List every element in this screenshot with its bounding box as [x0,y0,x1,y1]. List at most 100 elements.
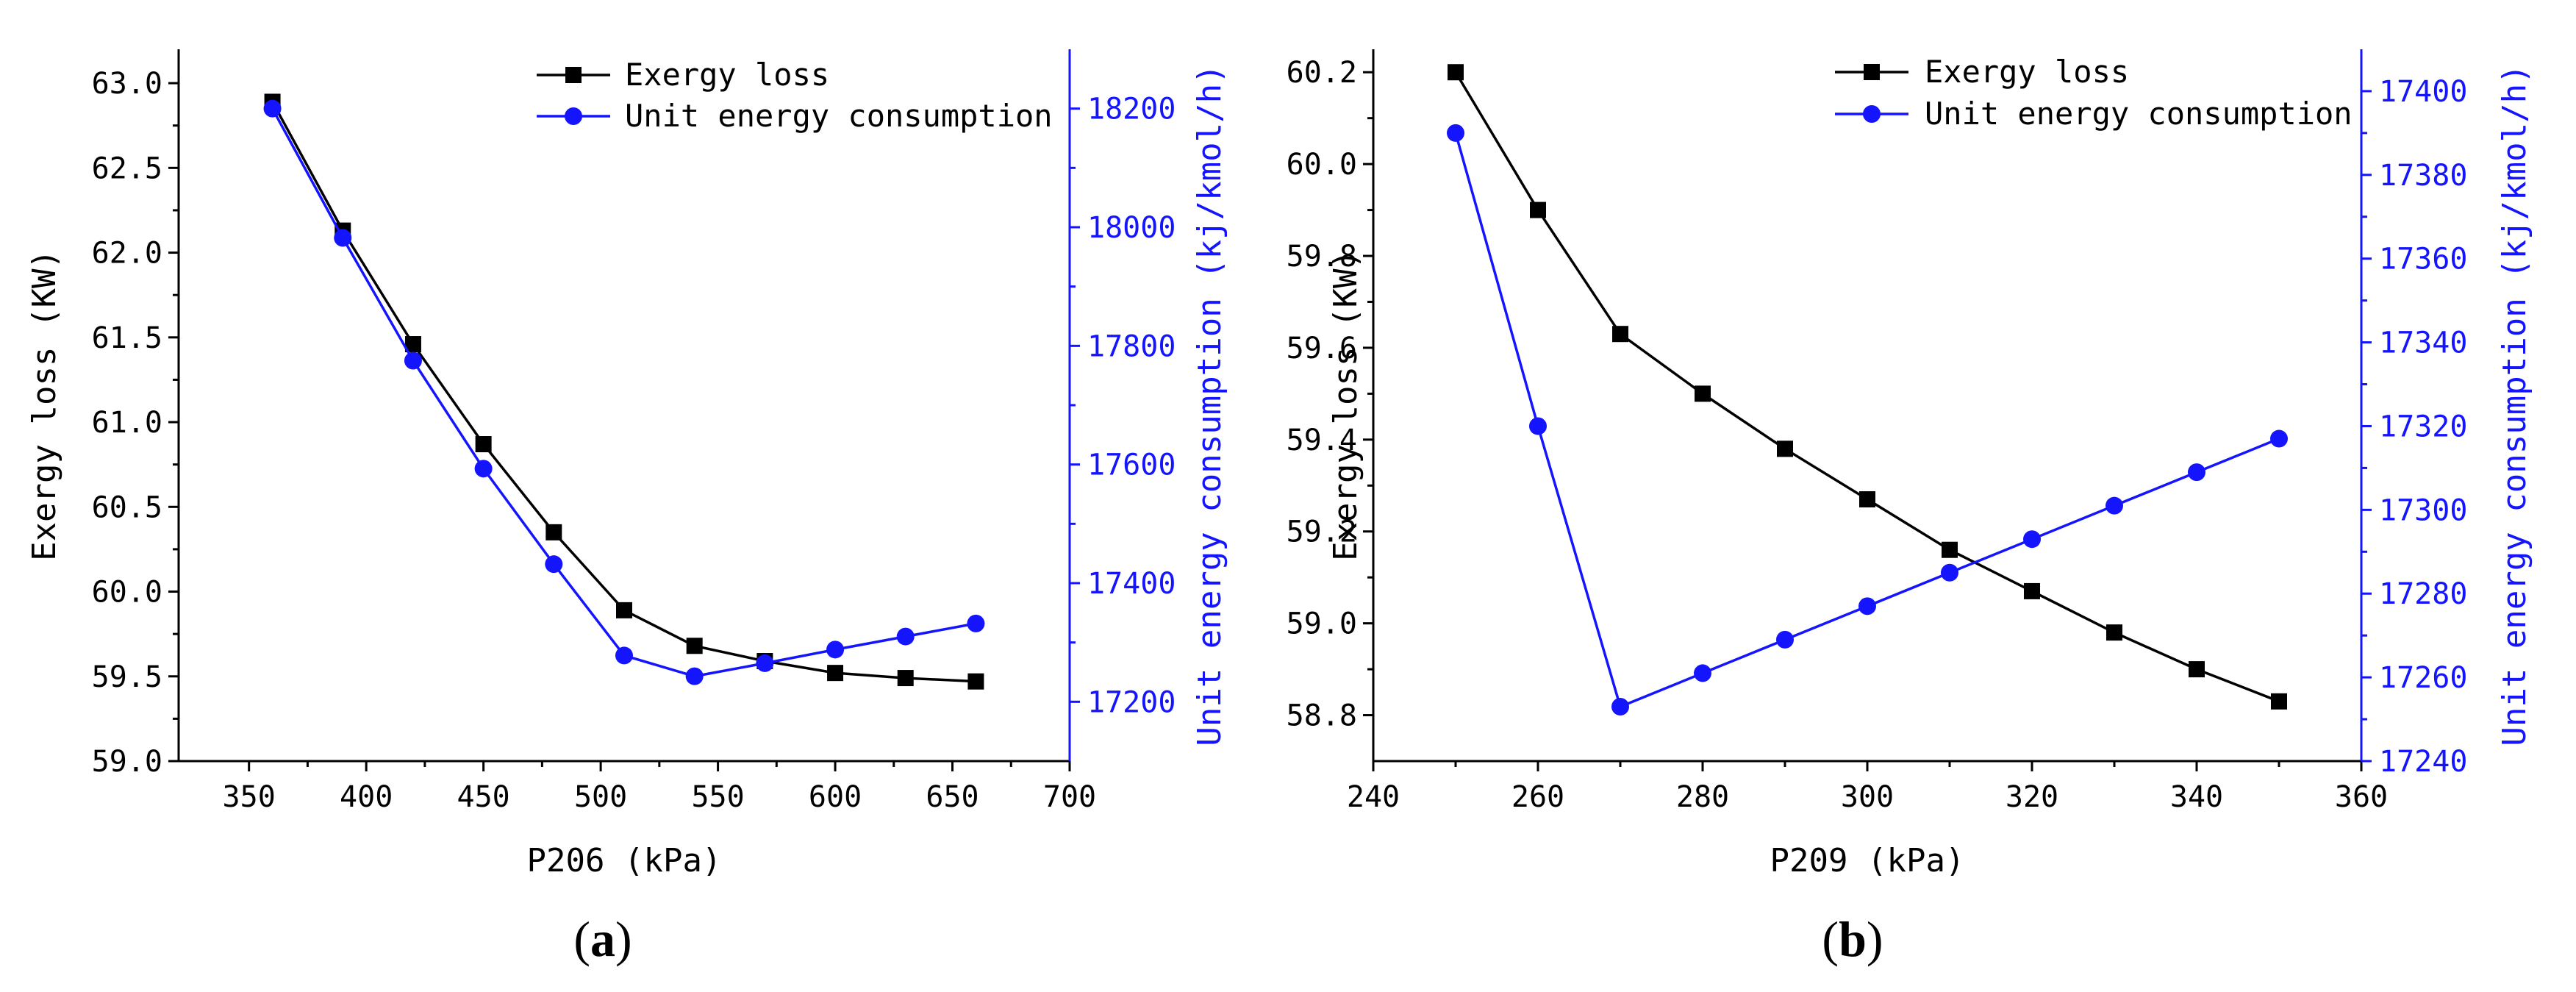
y2-tick-label: 17320 [2379,410,2467,443]
data-point-unit-energy-consumption [1529,417,1547,435]
x-tick-label: 650 [926,780,978,814]
y2-tick-label: 17340 [2379,326,2467,360]
legend-label: Unit energy consumption [1925,96,2353,132]
series-line-unit-energy-consumption [1454,132,2280,709]
y2-tick-label: 17300 [2379,493,2467,527]
y-axis-title: Exergy loss (KW) [26,249,63,561]
data-point-exergy-loss [1448,64,1464,81]
y-tick-label: 60.0 [1287,148,1357,182]
series-line-exergy-loss [271,101,976,683]
y2-tick-label: 17200 [1087,685,1176,719]
data-point-exergy-loss [897,670,914,687]
x-tick-label: 700 [1043,780,1096,814]
y2-tick-label: 17360 [2379,243,2467,276]
y-tick-label: 59.0 [92,745,162,779]
y-tick-label: 62.5 [92,151,162,185]
y2-tick-label: 17400 [1087,567,1176,601]
data-point-exergy-loss [2271,693,2287,710]
y-tick-label: 59.5 [92,660,162,694]
panel-label: (a) [573,911,632,967]
data-point-unit-energy-consumption [1611,697,1629,716]
y-tick-label: 59.0 [1287,607,1357,641]
x-tick-label: 600 [809,780,862,814]
y2-tick-label: 17280 [2379,577,2467,611]
y-tick-label: 60.0 [92,576,162,610]
data-point-exergy-loss [475,436,492,453]
y2-tick-label: 17800 [1087,329,1176,363]
x-tick-label: 360 [2335,780,2388,814]
y-tick-label: 61.5 [92,321,162,355]
y-axis-title: Exergy loss (KW) [1327,249,1364,561]
x-tick-label: 300 [1841,780,1894,814]
data-point-exergy-loss [686,638,703,654]
data-point-unit-energy-consumption [404,352,422,370]
data-point-unit-energy-consumption [615,646,633,665]
legend-marker-square [1864,64,1880,80]
x-axis-title: P206 (kPa) [527,842,722,879]
legend-marker-circle [1863,105,1881,123]
x-tick-label: 350 [223,780,276,814]
y2-tick-label: 17240 [2379,745,2467,779]
legend: Exergy loss Unit energy consumption [537,57,1053,134]
data-point-exergy-loss [1530,201,1546,218]
data-point-exergy-loss [1695,385,1711,402]
y-tick-label: 58.8 [1287,699,1357,733]
data-point-unit-energy-consumption [545,555,563,574]
data-point-exergy-loss [545,524,562,540]
legend: Exergy loss Unit energy consumption [1835,54,2353,132]
data-point-unit-energy-consumption [896,627,915,646]
y2-axis-title: Unit energy consumption (kj/kmol/h) [2496,64,2533,746]
data-point-unit-energy-consumption [2105,496,2123,515]
x-tick-label: 340 [2170,780,2223,814]
data-point-exergy-loss [1942,541,1958,558]
x-tick-label: 400 [340,780,393,814]
x-tick-label: 450 [457,780,510,814]
panel-label: (b) [1822,911,1883,967]
data-point-unit-energy-consumption [2023,530,2041,549]
y2-tick-label: 18000 [1087,211,1176,245]
x-tick-label: 240 [1347,780,1400,814]
data-point-unit-energy-consumption [1447,124,1464,142]
data-point-unit-energy-consumption [474,460,493,478]
data-point-exergy-loss [1777,440,1793,457]
y2-tick-label: 17600 [1087,449,1176,482]
x-tick-label: 550 [691,780,744,814]
y2-tick-label: 18200 [1087,93,1176,126]
legend-marker-square [565,67,582,83]
x-tick-label: 500 [574,780,627,814]
data-point-exergy-loss [2024,582,2040,599]
data-point-unit-energy-consumption [2270,429,2288,448]
data-point-exergy-loss [616,602,632,618]
y-tick-label: 61.0 [92,406,162,440]
y2-tick-label: 17400 [2379,75,2467,109]
y2-tick-label: 17260 [2379,661,2467,695]
legend-label: Exergy loss [625,57,829,93]
chart-panel-a: 350 400 450 500 550 600 650 700 59.0 59.5 60.0 60.5… [26,49,1228,967]
data-point-exergy-loss [1612,326,1628,343]
x-axis-title: P209 (kPa) [1770,842,1965,879]
y-tick-label: 59.8 [1287,240,1357,274]
data-point-exergy-loss [967,673,984,690]
data-point-exergy-loss [404,336,421,353]
y2-axis-title: Unit energy consumption (kj/kmol/h) [1191,64,1228,746]
y-tick-label: 63.0 [92,67,162,101]
y-tick-label: 62.0 [92,237,162,271]
data-point-unit-energy-consumption [756,654,774,672]
data-point-exergy-loss [2189,661,2205,678]
y2-tick-label: 17380 [2379,159,2467,193]
data-point-unit-energy-consumption [334,229,352,247]
y-tick-label: 60.2 [1287,56,1357,90]
data-point-unit-energy-consumption [1776,630,1794,649]
data-point-unit-energy-consumption [1694,664,1711,682]
data-point-unit-energy-consumption [685,667,704,685]
data-point-exergy-loss [2106,624,2122,641]
y-tick-label: 59.4 [1287,424,1357,457]
data-point-exergy-loss [827,665,844,682]
series-line-unit-energy-consumption [271,107,976,678]
y-tick-label: 59.6 [1287,332,1357,365]
data-point-unit-energy-consumption [1941,563,1958,582]
legend-marker-circle [565,107,582,125]
data-point-unit-energy-consumption [967,614,985,632]
data-point-exergy-loss [1859,491,1875,508]
